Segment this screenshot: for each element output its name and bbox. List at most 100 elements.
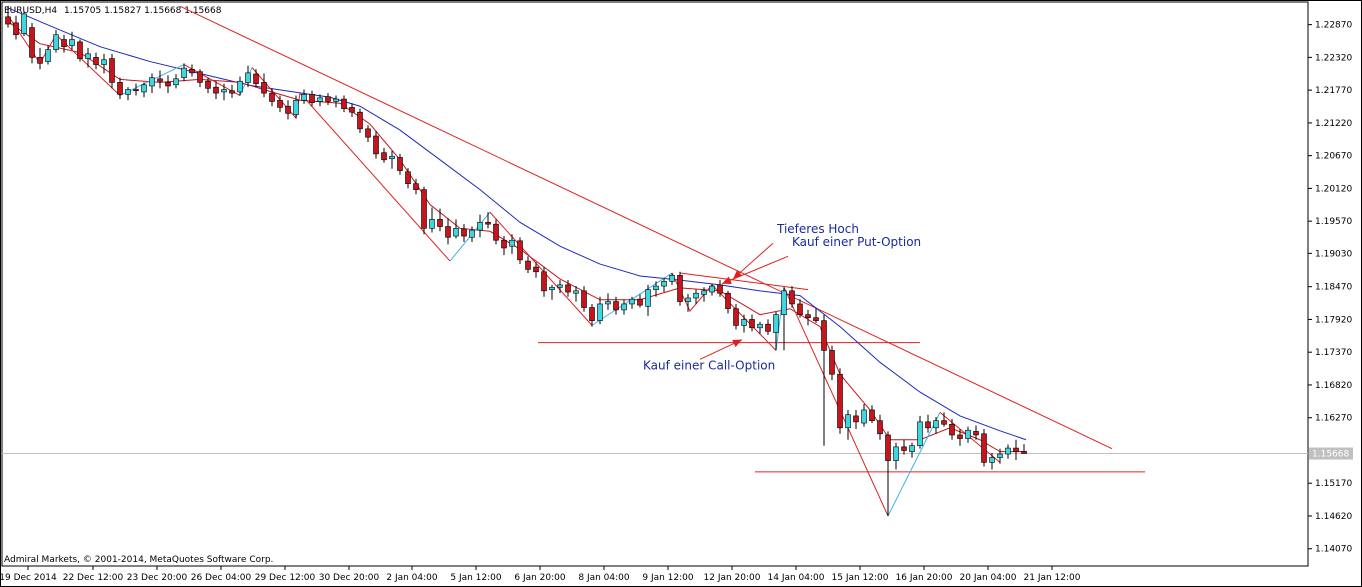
candle — [757, 321, 763, 334]
candle — [469, 226, 475, 243]
candle — [709, 283, 715, 296]
annotation-arrowhead — [733, 269, 743, 279]
candle — [261, 73, 267, 98]
ma-slow-line — [7, 7, 1027, 441]
candle — [237, 76, 243, 96]
candle — [109, 53, 115, 89]
candle — [333, 95, 339, 108]
candle-body-bear — [405, 171, 411, 184]
annotation: Kauf einer Call-Option — [643, 339, 775, 372]
candle — [581, 286, 587, 312]
candle — [789, 286, 795, 308]
candle — [741, 314, 747, 333]
annotation-text: Tieferes Hoch — [776, 222, 859, 236]
time-tick-label: 8 Jan 04:00 — [578, 573, 630, 583]
candle-body-bear — [133, 89, 139, 92]
candle — [197, 69, 203, 88]
candle-body-bull — [933, 420, 939, 429]
candle-body-bull — [653, 285, 659, 290]
price-tick-label: 1.20120 — [1315, 184, 1352, 194]
candle — [933, 417, 939, 434]
candle-body-bear — [533, 266, 539, 273]
candle — [941, 412, 947, 427]
candle — [157, 70, 163, 89]
price-tick-label: 1.21770 — [1315, 86, 1352, 96]
candle — [677, 271, 683, 306]
candle-body-bear — [869, 409, 875, 421]
candle-body-bear — [485, 222, 491, 225]
price-tick-label: 1.19030 — [1315, 249, 1352, 259]
price-tick-label: 1.17370 — [1315, 348, 1352, 358]
candle — [93, 52, 99, 70]
candle-body-bear — [677, 275, 683, 302]
candle — [77, 39, 83, 62]
candle — [13, 15, 19, 40]
candle-body-bull — [757, 323, 763, 329]
candle-body-bull — [333, 98, 339, 102]
current-price-tag — [1309, 447, 1353, 460]
candle-body-bear — [901, 446, 907, 451]
candle-body-bull — [477, 222, 483, 231]
candle — [125, 87, 131, 101]
candle-body-bull — [317, 97, 323, 102]
candle-body-bull — [573, 290, 579, 294]
zigzag-segment — [783, 287, 889, 517]
candle — [269, 88, 275, 107]
candle-body-bear — [309, 94, 315, 103]
time-tick-label: 9 Jan 12:00 — [642, 573, 694, 583]
candle — [861, 404, 867, 427]
candle-body-bear — [213, 86, 219, 94]
candle-body-bear — [501, 239, 507, 249]
candle-body-bull — [781, 290, 787, 315]
candle — [133, 83, 139, 96]
candle — [325, 93, 331, 106]
candle-body-bear — [725, 292, 731, 310]
candle-body-bull — [469, 229, 475, 238]
candle-body-bear — [733, 308, 739, 326]
candle — [685, 293, 691, 312]
candle — [53, 29, 59, 53]
candle-body-bear — [197, 71, 203, 83]
candle — [525, 256, 531, 273]
ohlc-label: 1.15705 1.15827 1.15668 1.15668 — [64, 6, 222, 16]
candle — [453, 219, 459, 239]
candle-body-bear — [517, 240, 523, 261]
candle — [749, 314, 755, 332]
candle-body-bear — [797, 303, 803, 315]
candle-body-bull — [101, 59, 107, 65]
candle-body-bull — [989, 457, 995, 463]
candle-body-bull — [181, 67, 187, 78]
candle-body-bull — [997, 453, 1003, 458]
candle-body-bear — [765, 323, 771, 332]
time-tick-label: 16 Jan 20:00 — [896, 573, 953, 583]
candle-body-bear — [925, 421, 931, 429]
candle-body-bear — [269, 92, 275, 102]
candle — [397, 153, 403, 175]
candle — [981, 429, 987, 467]
candle-body-bear — [749, 319, 755, 329]
candle-body-bull — [173, 78, 179, 86]
candle — [213, 81, 219, 100]
candle — [877, 414, 883, 440]
candle-body-bear — [565, 284, 571, 293]
candle-body-bull — [845, 414, 851, 429]
candle — [901, 439, 907, 455]
candle — [637, 294, 643, 308]
candle — [989, 452, 995, 470]
chart-header: EURUSD,H4 1.15705 1.15827 1.15668 1.1566… — [4, 6, 222, 16]
zigzag-segment — [489, 211, 593, 326]
candle-body-bear — [365, 128, 371, 138]
candle — [413, 178, 419, 195]
candle-body-bear — [805, 314, 811, 318]
candle-body-bull — [685, 297, 691, 302]
price-tick-label: 1.21220 — [1315, 119, 1352, 129]
candle-body-bear — [973, 431, 979, 436]
candle — [805, 309, 811, 326]
candle-body-bull — [149, 77, 155, 87]
candle-body-bear — [877, 420, 883, 435]
candle-body-bear — [957, 434, 963, 439]
candle-body-bear — [525, 260, 531, 270]
candle — [485, 212, 491, 229]
